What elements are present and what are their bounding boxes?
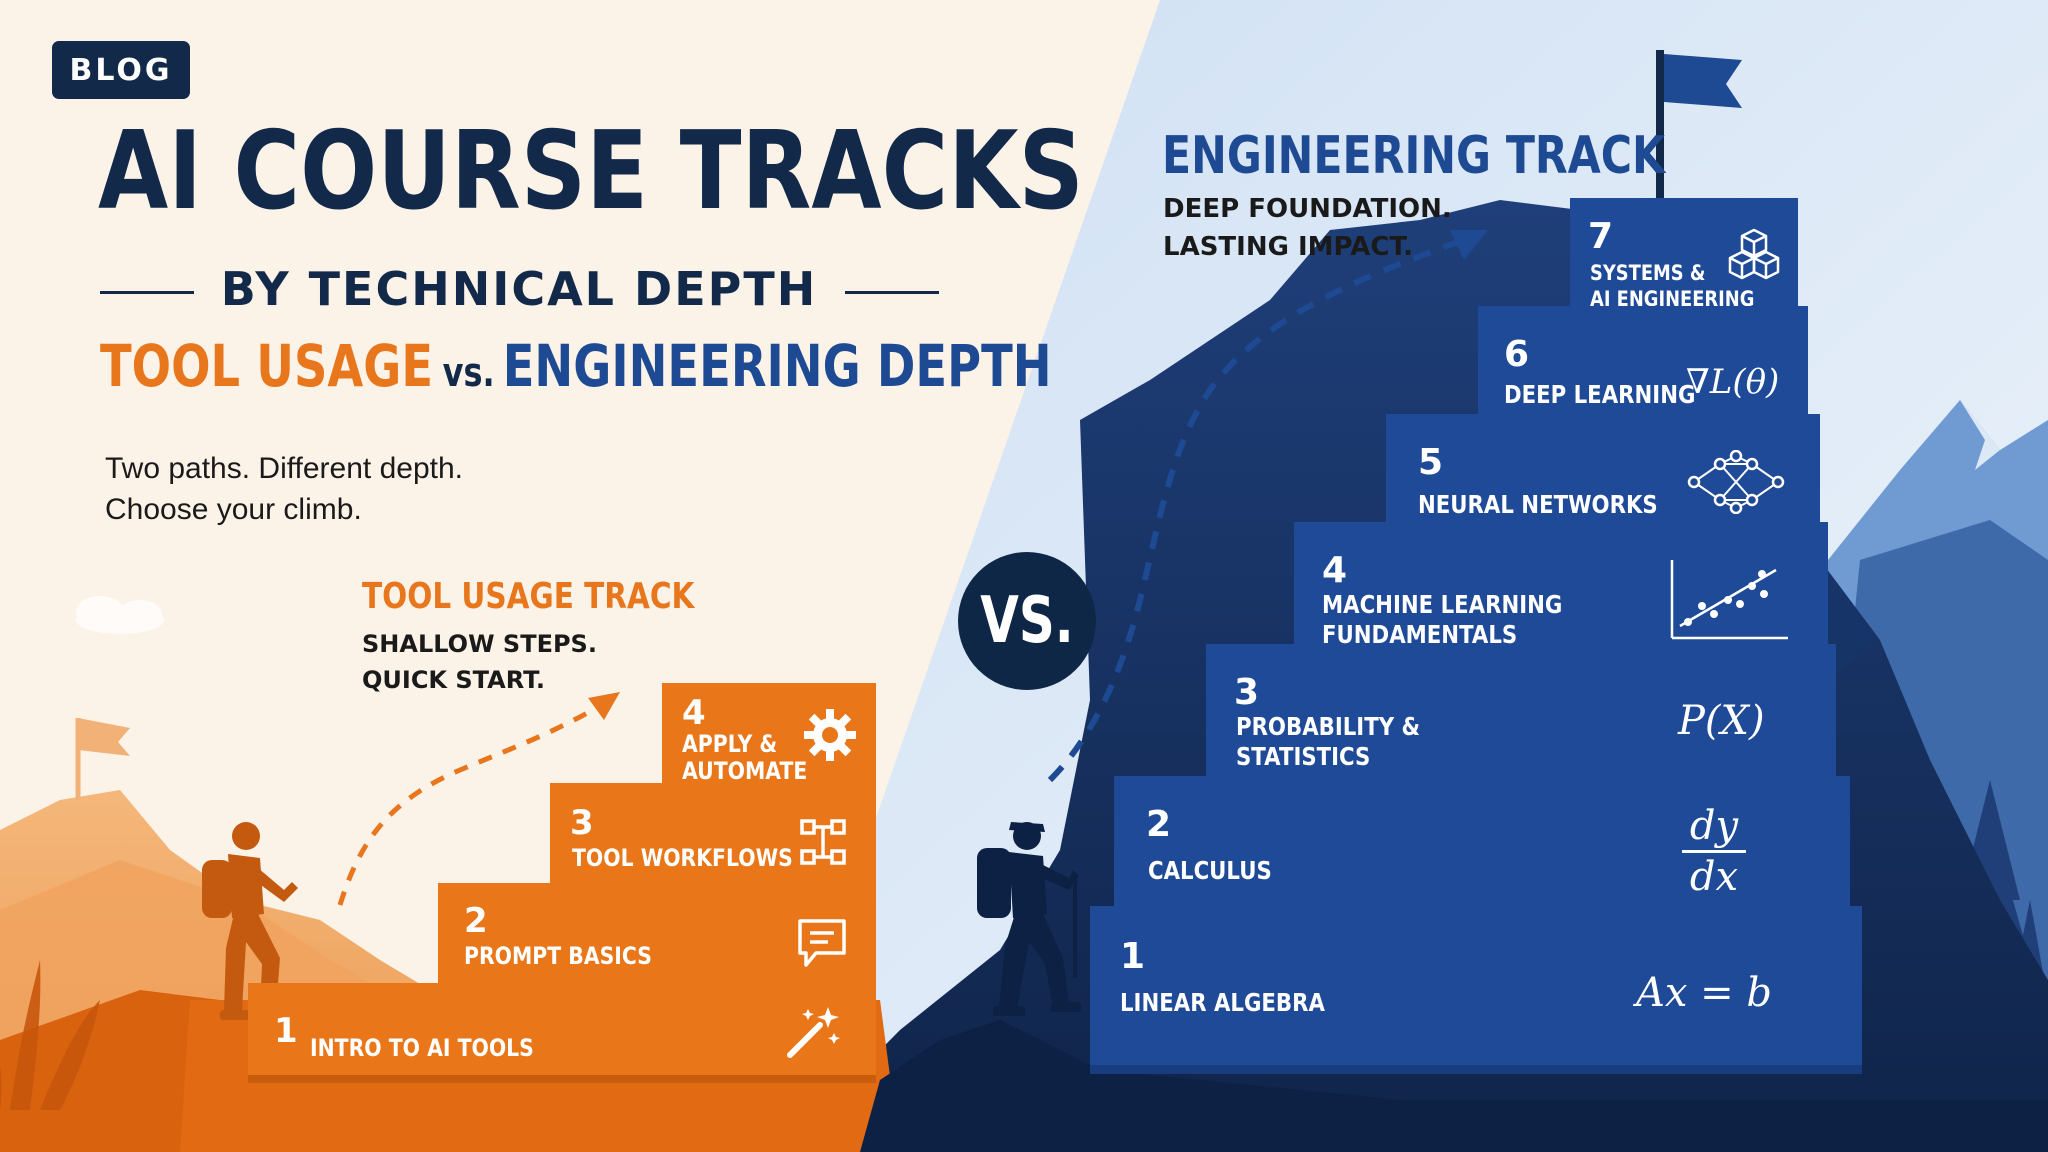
tool-track-sub-line-2: QUICK START. <box>362 666 545 694</box>
engineering-step-2-label: CALCULUS <box>1148 856 1272 885</box>
left-ground <box>0 990 240 1152</box>
engineering-step-2-formula: dy dx <box>1682 806 1746 897</box>
tool-step-2-label: PROMPT BASICS <box>464 942 652 970</box>
magic-wand-icon <box>787 1007 840 1058</box>
engineering-track-sub-line-2: LASTING IMPACT. <box>1163 232 1414 262</box>
engineering-step-1: 1 LINEAR ALGEBRA Ax = b <box>1090 906 1862 1074</box>
engineering-step-5-label: NEURAL NETWORKS <box>1418 490 1658 519</box>
engineering-step-3-label: PROBABILITY & STATISTICS <box>1236 712 1421 771</box>
clouds <box>76 596 164 634</box>
engineering-step-1-label: LINEAR ALGEBRA <box>1120 988 1325 1017</box>
engineering-step-1-number: 1 <box>1120 936 1146 977</box>
engineering-hiker-figure <box>977 822 1081 1016</box>
chat-bubble-icon <box>798 919 846 967</box>
tool-step-2-number: 2 <box>464 901 488 941</box>
engineering-track-title: ENGINEERING TRACK <box>1162 126 1666 186</box>
engineering-step-4-number: 4 <box>1322 550 1348 591</box>
gear-icon <box>804 709 856 761</box>
summit-flag-icon <box>1656 50 1742 205</box>
engineering-step-2-number: 2 <box>1146 804 1172 845</box>
page-subtitle: BY TECHNICAL DEPTH <box>220 262 818 316</box>
tool-step-1-label: INTRO TO AI TOOLS <box>310 1034 534 1062</box>
engineering-step-6-formula: ∇L(θ) <box>1686 362 1780 402</box>
scatter-plot-icon <box>1670 560 1788 640</box>
tool-track-sub-line-1: SHALLOW STEPS. <box>362 630 597 658</box>
foreground-ground <box>860 1020 2048 1152</box>
engineering-step-4-label: MACHINE LEARNING FUNDAMENTALS <box>1322 590 1563 649</box>
tool-track-subtitle: SHALLOW STEPS. QUICK START. <box>362 626 597 698</box>
compare-vs-text: vs. <box>442 350 495 396</box>
engineering-step-5: 5 NEURAL NETWORKS <box>1386 414 1820 536</box>
tool-step-4-label: APPLY & AUTOMATE <box>682 730 808 785</box>
tool-track-title: TOOL USAGE TRACK <box>362 576 695 617</box>
engineering-step-1-formula: Ax = b <box>1636 970 1772 1016</box>
engineering-step-7-number: 7 <box>1588 216 1614 257</box>
engineering-step-3-number: 3 <box>1234 672 1260 713</box>
tool-step-1-number: 1 <box>274 1011 298 1051</box>
tagline-line-1: Two paths. Different depth. <box>105 452 463 485</box>
engineering-step-5-number: 5 <box>1418 442 1444 483</box>
engineering-step-3-formula: P(X) <box>1678 698 1765 744</box>
tagline: Two paths. Different depth. Choose your … <box>105 448 463 530</box>
tool-step-3-label: TOOL WORKFLOWS <box>572 844 793 872</box>
engineering-step-3: 3 PROBABILITY & STATISTICS P(X) <box>1206 644 1836 790</box>
engineering-step-7: 7 SYSTEMS & AI ENGINEERING <box>1570 198 1798 320</box>
workflow-grid-icon <box>800 819 846 865</box>
tagline-line-2: Choose your climb. <box>105 493 362 526</box>
blog-badge: BLOG <box>52 41 190 99</box>
tool-step-3-number: 3 <box>570 803 594 843</box>
cubes-icon <box>1728 228 1780 280</box>
tool-step-1: 1 INTRO TO AI TOOLS <box>248 983 876 1083</box>
subtitle-rule-right <box>845 291 939 294</box>
vs-badge: VS. <box>958 552 1096 690</box>
tool-dashed-arrow <box>337 692 620 906</box>
compare-left-text: TOOL USAGE <box>100 332 434 400</box>
engineering-track-subtitle: DEEP FOUNDATION. LASTING IMPACT. <box>1163 190 1452 266</box>
tool-step-4-number: 4 <box>682 693 706 733</box>
engineering-step-6-label: DEEP LEARNING <box>1504 380 1696 409</box>
engineering-dashed-arrow <box>1047 230 1488 783</box>
network-icon <box>1687 450 1785 514</box>
compare-right-text: ENGINEERING DEPTH <box>502 332 1052 400</box>
tool-step-2: 2 PROMPT BASICS <box>438 883 876 991</box>
tool-step-4: 4 APPLY & AUTOMATE <box>662 683 876 791</box>
page-title: AI COURSE TRACKS <box>98 109 1084 234</box>
engineering-step-4: 4 MACHINE LEARNING FUNDAMENTALS <box>1294 522 1828 658</box>
comparison-heading: TOOL USAGE vs. ENGINEERING DEPTH <box>100 332 1052 400</box>
engineering-step-6: 6 DEEP LEARNING ∇L(θ) <box>1478 306 1808 428</box>
subtitle-rule-left <box>100 291 194 294</box>
engineering-step-2: 2 CALCULUS dy dx <box>1114 776 1850 920</box>
engineering-track-sub-line-1: DEEP FOUNDATION. <box>1163 194 1452 224</box>
engineering-step-6-number: 6 <box>1504 334 1530 375</box>
tool-step-3: 3 TOOL WORKFLOWS <box>550 783 876 891</box>
